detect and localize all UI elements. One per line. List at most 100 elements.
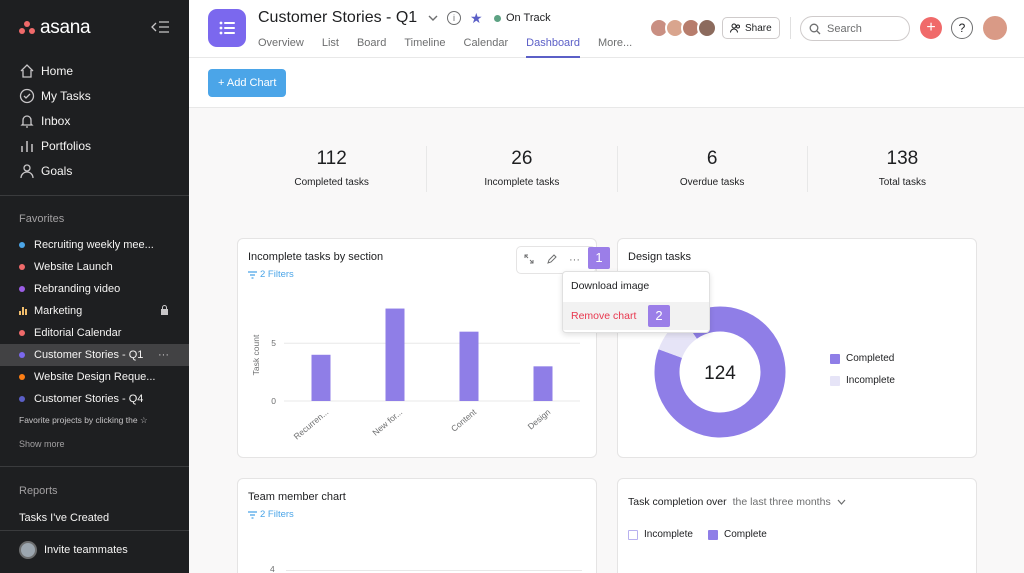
sidebar-divider [0,466,189,467]
header-divider [790,17,791,39]
nav-goals[interactable]: Goals [0,158,189,183]
lock-icon [160,304,169,318]
stat-completed[interactable]: 112 Completed tasks [237,146,428,192]
favorite-item[interactable]: Website Design Reque... [0,366,189,388]
legend-item-completed: Completed [830,353,894,364]
tab-dashboard[interactable]: Dashboard [526,37,580,58]
expand-icon[interactable] [517,254,540,267]
nav-portfolios[interactable]: Portfolios [0,133,189,158]
favorite-item[interactable]: Rebranding video [0,278,189,300]
project-title: Customer Stories - Q1 [258,9,418,26]
more-options-icon[interactable]: ··· [158,349,169,361]
invite-label: Invite teammates [44,544,128,556]
legend-item-incomplete: Incomplete [830,375,895,386]
sidebar-divider [0,195,189,196]
tab-more[interactable]: More... [597,37,633,49]
stat-incomplete[interactable]: 26 Incomplete tasks [427,146,618,192]
chevron-down-icon[interactable] [837,499,846,506]
tab-calendar[interactable]: Calendar [463,37,509,49]
dashboard-toolbar: + Add Chart [189,58,1024,108]
favorite-item[interactable]: Customer Stories - Q4 [0,388,189,410]
favorite-item-active[interactable]: Customer Stories - Q1 ··· [0,344,189,366]
filter-icon [248,270,257,279]
favorite-item[interactable]: Recruiting weekly mee... [0,234,189,256]
card-title: Design tasks [628,251,691,263]
bell-icon [20,114,34,128]
people-icon [730,23,740,33]
nav-inbox[interactable]: Inbox [0,108,189,133]
x-tick-label: Recurren... [292,407,331,442]
reports-title[interactable]: Reports [19,485,58,497]
bar-chart: 0 5 Task count Recurren... New for... Content… [251,308,580,442]
range-dropdown[interactable]: the last three months [732,496,831,508]
download-image-menu-item[interactable]: Download image [571,280,650,292]
chevron-down-icon[interactable] [427,13,439,23]
nav-home[interactable]: Home [0,58,189,83]
status-dot-icon [494,14,501,22]
stat-total[interactable]: 138 Total tasks [808,146,997,192]
add-chart-button[interactable]: + Add Chart [208,69,287,97]
favorite-item[interactable]: Marketing [0,300,189,322]
favorite-item-label: Website Design Reque... [34,371,156,383]
report-item[interactable]: Tasks I've Created [19,512,110,524]
stat-label: Total tasks [878,177,926,188]
tab-board[interactable]: Board [356,37,387,49]
sidebar-divider [0,530,189,531]
favorites-list: Recruiting weekly mee... Website Launch … [0,234,189,410]
filters-link[interactable]: 2 Filters [248,269,294,280]
filters-link[interactable]: 2 Filters [248,509,294,520]
asana-logo[interactable]: asana [19,17,91,39]
stat-overdue[interactable]: 6 Overdue tasks [618,146,808,192]
collapse-sidebar-icon[interactable] [150,20,170,34]
project-list-icon[interactable] [208,9,246,47]
project-color-dot [19,264,25,270]
nav-goals-label: Goals [41,163,73,178]
favorite-item[interactable]: Website Launch [0,256,189,278]
project-header: Customer Stories - Q1 i ★ On Track Overv… [189,0,1024,58]
y-axis-label: Task count [251,334,261,375]
user-avatar[interactable] [983,16,1007,40]
info-icon[interactable]: i [447,11,461,25]
remove-chart-menu-item[interactable]: Remove chart [563,302,709,330]
stat-label: Overdue tasks [679,177,745,188]
tab-timeline[interactable]: Timeline [404,37,446,49]
favorite-item-label: Customer Stories - Q1 [34,349,144,361]
team-member-chart-card[interactable]: Team member chart 2 Filters 4 [237,478,597,573]
y-tick-label: 4 [270,564,275,573]
favorite-item[interactable]: Editorial Calendar [0,322,189,344]
project-color-dot [19,242,25,248]
remove-chart-label: Remove chart [571,310,637,322]
card-title: Incomplete tasks by section [248,251,384,263]
help-button[interactable]: ? [951,17,973,39]
star-icon[interactable]: ★ [470,10,483,26]
legend-label: Completed [846,353,895,364]
stat-label: Completed tasks [294,177,369,188]
search-icon [809,23,821,34]
incomplete-by-section-card[interactable]: Incomplete tasks by section 2 Filters ··… [237,238,610,458]
share-button[interactable]: Share [722,17,780,39]
tab-list[interactable]: List [321,37,339,49]
status-label: On Track [506,12,551,24]
invite-teammates-button[interactable]: Invite teammates [19,541,128,559]
member-avatars[interactable] [649,18,717,38]
sidebar: asana Home My Tasks Inbox Portfolios Goa… [0,0,189,573]
favorite-item-label: Marketing [34,305,83,317]
search-input[interactable]: Search [800,16,910,41]
show-more-link[interactable]: Show more [19,439,65,449]
quick-add-button[interactable]: + [920,17,942,39]
edit-icon[interactable] [540,253,563,267]
more-options-icon[interactable]: ··· [569,254,580,266]
favorites-title[interactable]: Favorites [19,213,65,225]
legend-swatch [628,529,638,540]
stat-value: 6 [706,148,718,169]
nav-my-tasks[interactable]: My Tasks [0,83,189,108]
asana-logo-icon [19,21,35,35]
stat-value: 112 [316,148,347,169]
tab-overview[interactable]: Overview [258,37,304,49]
task-completion-card[interactable]: Task completion over the last three mont… [617,478,977,573]
person-icon [20,163,34,178]
nav-inbox-label: Inbox [41,113,71,128]
project-status[interactable]: On Track [494,12,551,24]
project-color-dot [19,396,25,402]
legend-label: Complete [724,529,767,540]
